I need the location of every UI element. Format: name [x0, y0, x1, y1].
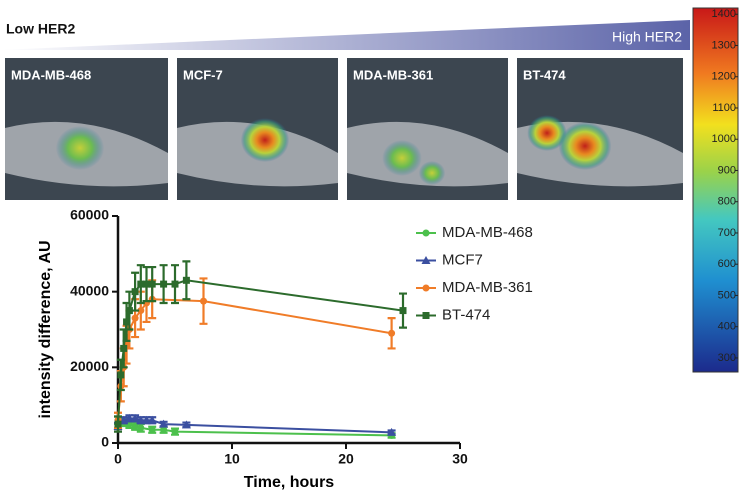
marker [422, 229, 430, 237]
marker [114, 420, 122, 428]
marker [171, 428, 179, 436]
marker [136, 415, 146, 424]
signal-blob [382, 140, 422, 176]
y-tick-label: 40000 [70, 282, 109, 298]
y-tick-label: 20000 [70, 358, 109, 374]
marker [399, 307, 407, 315]
x-tick-label: 10 [224, 451, 240, 467]
colorbar-tick-label: 700 [718, 227, 736, 239]
colorbar-tick-label: 800 [718, 196, 736, 208]
marker [124, 413, 134, 422]
colorbar [692, 7, 739, 373]
marker [421, 256, 431, 264]
panel-label: BT-474 [523, 67, 566, 82]
marker [130, 413, 140, 422]
y-axis-label: intensity difference, AU [37, 240, 54, 418]
panel-label: MCF-7 [183, 67, 223, 82]
marker [171, 280, 179, 288]
marker [120, 344, 128, 352]
marker [160, 280, 168, 288]
colorbar-tick-label: 1100 [712, 102, 736, 114]
marker [159, 419, 169, 428]
colorbar-tick-label: 600 [718, 258, 736, 270]
her2-wedge [0, 20, 690, 50]
signal-blob [418, 161, 446, 185]
marker [181, 420, 191, 429]
colorbar-tick-label: 900 [718, 164, 736, 176]
signal-blob [527, 115, 567, 151]
y-tick-label: 60000 [70, 207, 109, 223]
marker [422, 312, 430, 319]
marker [160, 426, 168, 434]
panel-label: MDA-MB-361 [353, 67, 433, 82]
marker [143, 280, 150, 288]
panel-label: MDA-MB-468 [11, 67, 91, 82]
marker [125, 307, 133, 315]
marker [123, 318, 131, 326]
panels: MDA-MB-468 MCF-7 MDA-MB-361 BT-474 [5, 58, 683, 200]
y-tick-label: 0 [101, 434, 109, 450]
high-label: High HER2 [612, 29, 682, 45]
mouse-body [347, 121, 508, 187]
marker [131, 314, 139, 322]
marker [117, 371, 125, 379]
marker [137, 280, 145, 288]
marker [147, 415, 157, 424]
legend-label: MDA-MB-361 [442, 279, 533, 296]
marker [142, 415, 151, 424]
colorbar-tick-label: 1400 [712, 8, 736, 20]
series-line [117, 279, 404, 425]
low-label: Low HER2 [6, 21, 75, 37]
colorbar-tick-label: 1200 [712, 71, 736, 83]
colorbar-tick-label: 400 [718, 321, 736, 333]
colorbar-tick-label: 1000 [712, 133, 736, 145]
legend-label: MCF7 [442, 251, 483, 268]
marker [148, 280, 156, 288]
x-tick-label: 0 [114, 451, 122, 467]
legend-label: MDA-MB-468 [442, 224, 533, 241]
marker [388, 329, 396, 337]
signal-blob [240, 118, 290, 162]
series-line [117, 298, 392, 421]
x-tick-label: 20 [338, 451, 354, 467]
signal-blob [558, 122, 612, 170]
marker [148, 426, 156, 434]
x-axis-label: Time, hours [244, 474, 334, 491]
colorbar-tick-label: 300 [718, 352, 736, 364]
marker [131, 288, 139, 296]
colorbar-tick-label: 1300 [712, 39, 736, 51]
marker [182, 276, 190, 284]
signal-blob [55, 126, 105, 170]
marker [422, 284, 430, 292]
marker [137, 424, 145, 432]
colorbar-tick-label: 500 [718, 289, 736, 301]
marker [387, 427, 397, 436]
marker [200, 297, 207, 305]
x-tick-label: 30 [452, 451, 468, 467]
legend-label: BT-474 [442, 306, 490, 323]
marker [137, 307, 145, 315]
